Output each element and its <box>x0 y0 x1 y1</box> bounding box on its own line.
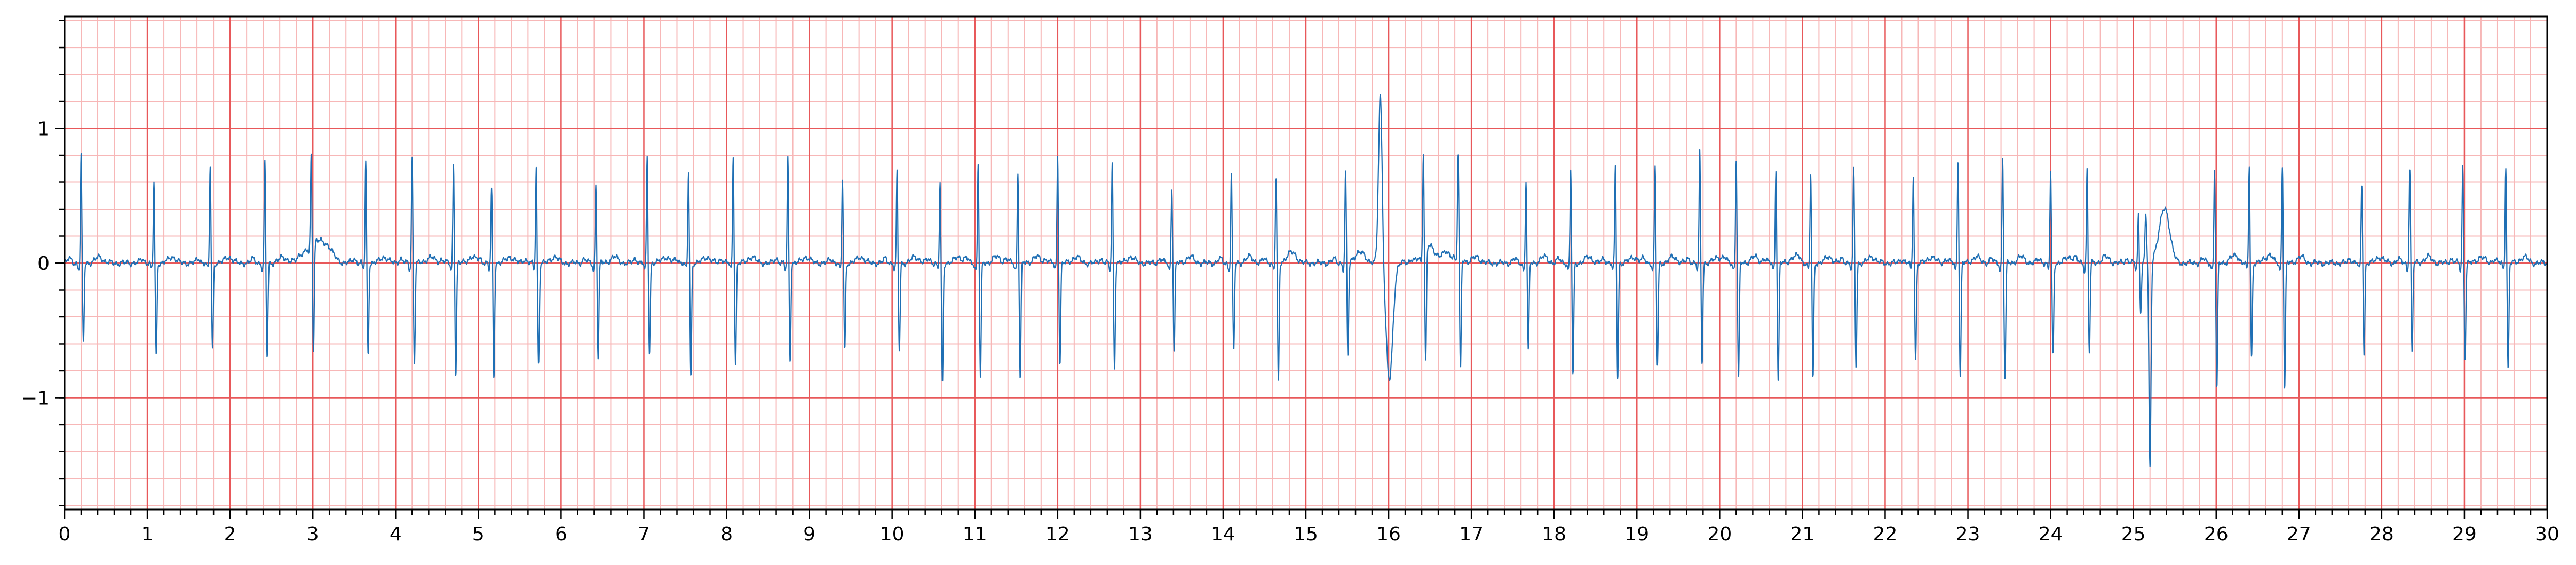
x-tick-label: 23 <box>1956 523 1980 545</box>
ecg-trace <box>64 94 2548 468</box>
x-tick-label: 1 <box>141 523 154 545</box>
x-tick-label: 5 <box>472 523 485 545</box>
x-tick-label: 9 <box>803 523 815 545</box>
x-tick-label: 6 <box>555 523 567 545</box>
x-tick-label: 18 <box>1542 523 1566 545</box>
y-tick-label: 0 <box>37 253 50 275</box>
x-tick-label: 0 <box>59 523 71 545</box>
y-tick-label: −1 <box>21 387 50 409</box>
x-tick-label: 8 <box>720 523 733 545</box>
x-tick-label: 3 <box>307 523 319 545</box>
x-tick-label: 12 <box>1045 523 1070 545</box>
x-tick-label: 11 <box>963 523 987 545</box>
x-tick-label: 2 <box>224 523 236 545</box>
x-tick-label: 4 <box>390 523 402 545</box>
x-axis-ticks: 0 1 2 3 4 5 6 7 8 9 10 11 12 13 14 15 16 17 18 19 20 21 22 23 24… <box>59 510 2559 545</box>
ecg-series-line <box>64 94 2548 468</box>
x-tick-label: 10 <box>880 523 905 545</box>
x-tick-label: 19 <box>1624 523 1649 545</box>
x-tick-label: 15 <box>1294 523 1318 545</box>
x-tick-label: 7 <box>638 523 650 545</box>
x-tick-label: 24 <box>2039 523 2063 545</box>
y-tick-label: 1 <box>37 118 50 140</box>
x-tick-label: 16 <box>1376 523 1401 545</box>
x-tick-label: 17 <box>1459 523 1484 545</box>
x-tick-label: 25 <box>2121 523 2146 545</box>
x-tick-label: 22 <box>1873 523 1898 545</box>
x-tick-label: 30 <box>2535 523 2559 545</box>
x-tick-label: 26 <box>2204 523 2229 545</box>
x-tick-label: 29 <box>2452 523 2477 545</box>
x-tick-label: 20 <box>1707 523 1732 545</box>
x-tick-label: 13 <box>1128 523 1153 545</box>
x-tick-label: 21 <box>1790 523 1814 545</box>
x-tick-label: 27 <box>2287 523 2311 545</box>
y-axis-ticks: −1 0 1 <box>21 20 65 506</box>
x-tick-label: 28 <box>2369 523 2394 545</box>
x-tick-label: 14 <box>1211 523 1235 545</box>
